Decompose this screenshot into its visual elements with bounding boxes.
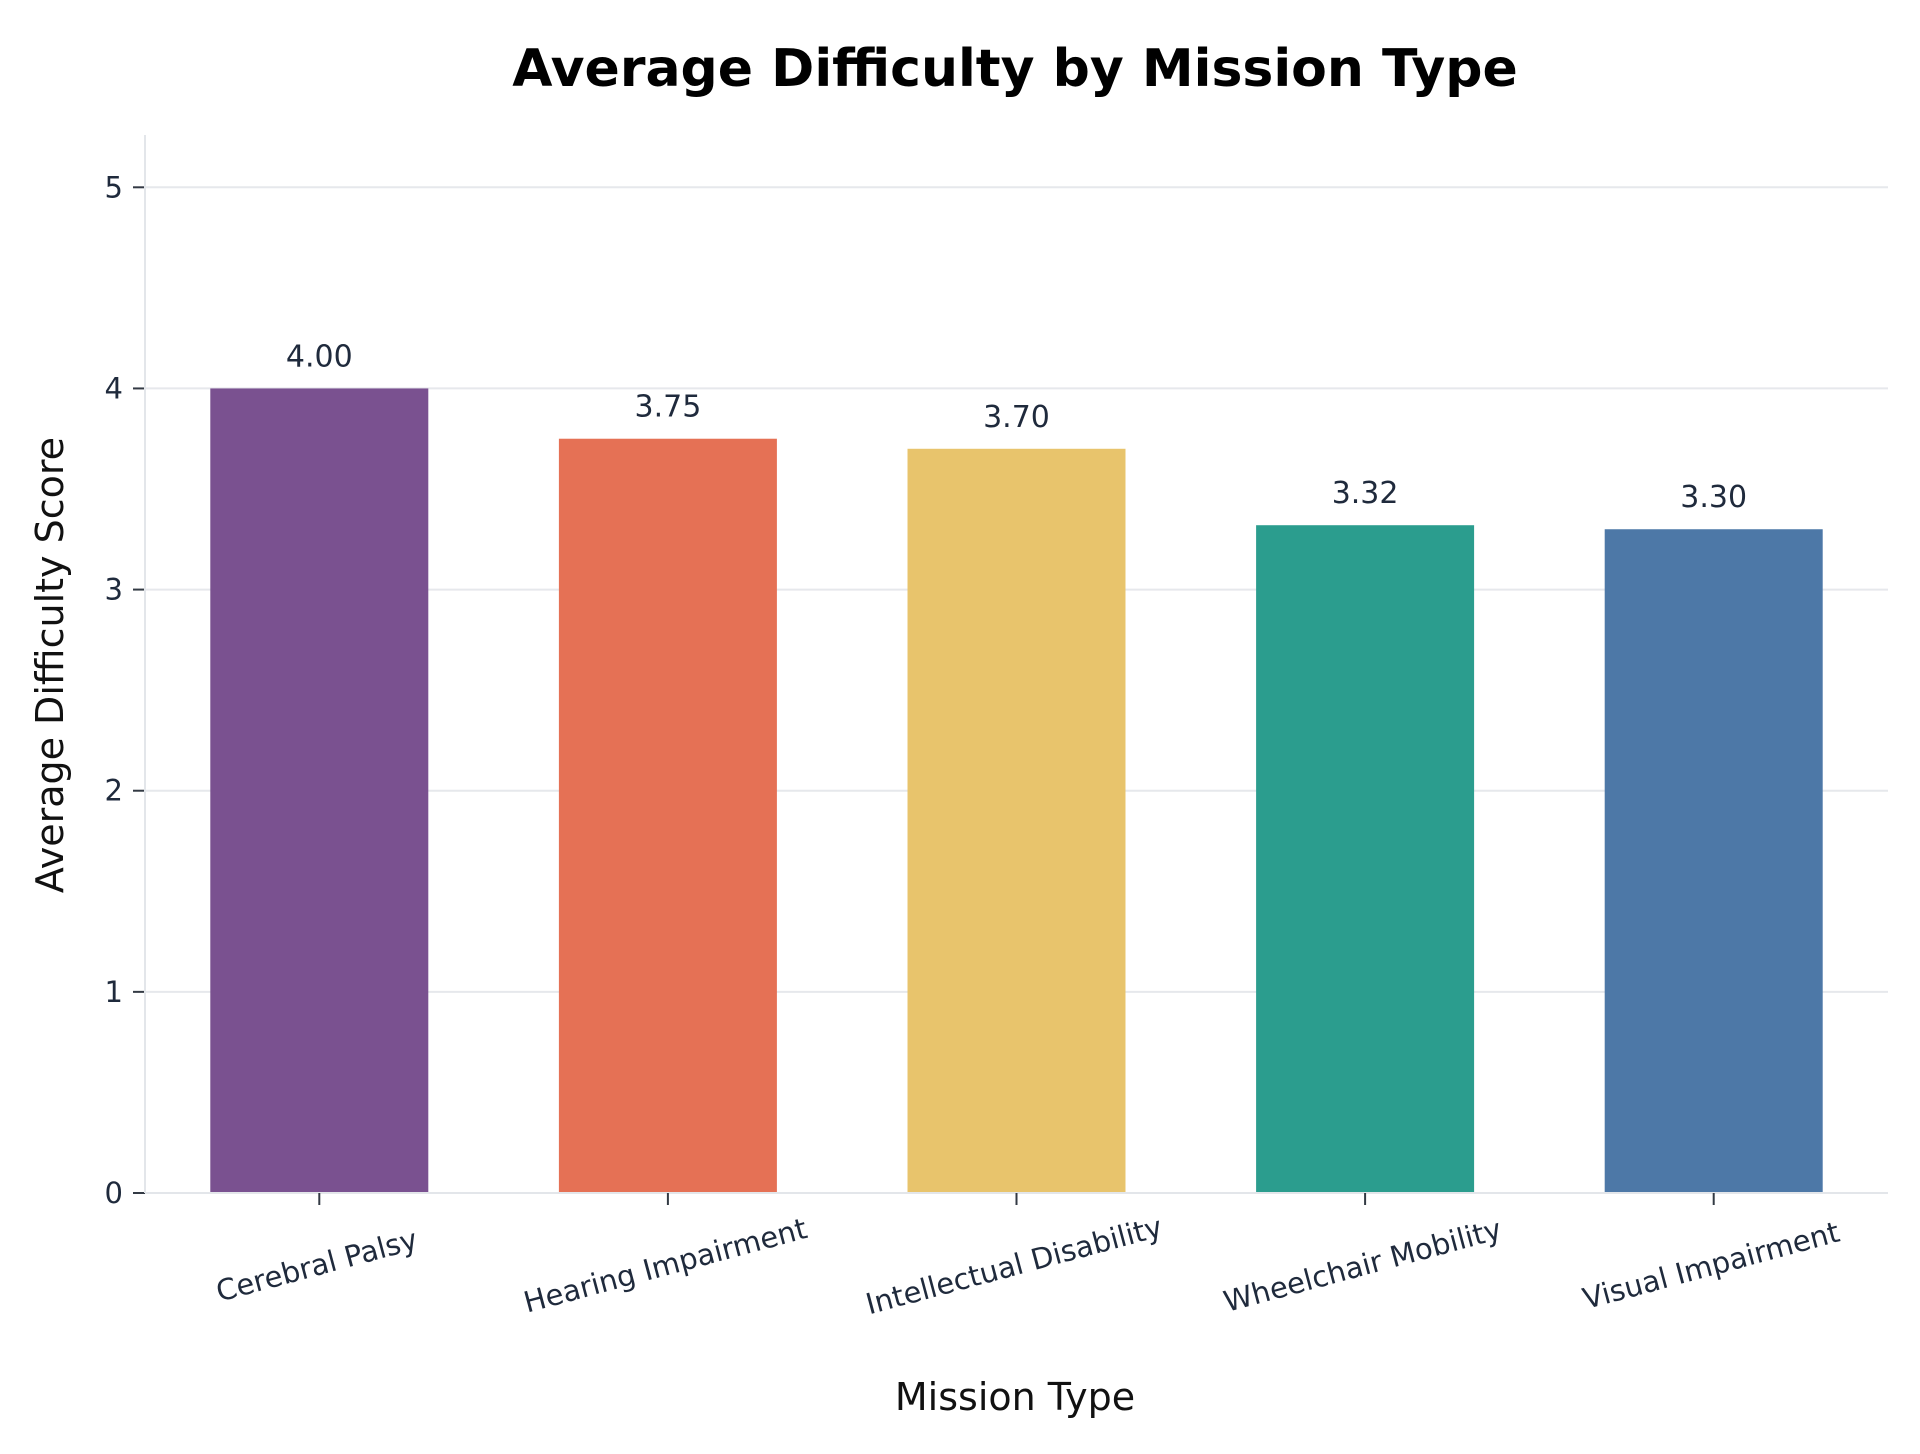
- y-tick-label: 4: [105, 371, 123, 405]
- bar-hearing-impairment: [558, 438, 777, 1194]
- data-label: 3.75: [635, 390, 702, 425]
- y-axis-label: Average Difficulty Score: [28, 437, 72, 893]
- x-tick-label: Cerebral Palsy: [212, 1222, 421, 1308]
- chart-title: Average Difficulty by Mission Type: [512, 39, 1517, 99]
- bar-visual-impairment: [1604, 529, 1823, 1193]
- y-tick-label: 2: [105, 774, 123, 808]
- bar-intellectual-disability: [907, 448, 1126, 1193]
- bars: [210, 388, 1823, 1194]
- y-tick-label: 1: [105, 975, 123, 1009]
- y-tick-label: 3: [105, 573, 123, 607]
- data-label: 4.00: [286, 339, 353, 374]
- bar-cerebral-palsy: [210, 388, 429, 1193]
- x-tick-label: Wheelchair Mobility: [1220, 1212, 1505, 1319]
- bar-wheelchair-mobility: [1256, 525, 1475, 1193]
- data-label: 3.70: [983, 400, 1050, 435]
- y-tick-label: 5: [105, 170, 123, 204]
- y-tick-label: 0: [105, 1176, 123, 1210]
- x-tick-label: Hearing Impairment: [520, 1211, 811, 1319]
- x-axis-label: Mission Type: [895, 1375, 1135, 1419]
- data-label: 3.32: [1332, 476, 1399, 511]
- value-labels: 4.00 3.75 3.70 3.32 3.30: [286, 339, 1747, 515]
- x-tick-label: Intellectual Disability: [862, 1209, 1166, 1321]
- data-label: 3.30: [1680, 480, 1747, 515]
- x-tick-label: Visual Impairment: [1579, 1215, 1843, 1316]
